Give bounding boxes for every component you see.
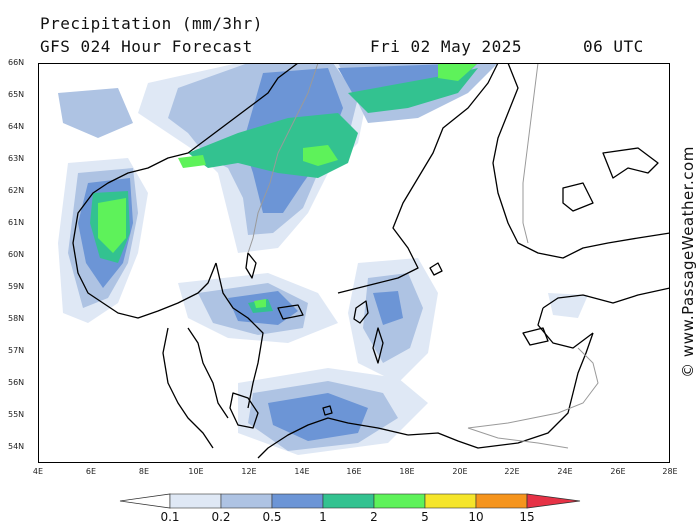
lat-label: 55N bbox=[8, 410, 25, 419]
lon-label: 24E bbox=[557, 467, 573, 476]
precipitation-map bbox=[38, 63, 670, 463]
lon-label: 10E bbox=[188, 467, 204, 476]
lat-label: 58N bbox=[8, 314, 25, 323]
lat-label: 60N bbox=[8, 250, 25, 259]
lat-label: 63N bbox=[8, 154, 25, 163]
map-frame bbox=[38, 63, 670, 463]
lat-label: 66N bbox=[8, 58, 25, 67]
lon-label: 28E bbox=[662, 467, 678, 476]
lat-label: 59N bbox=[8, 282, 25, 291]
lon-label: 12E bbox=[241, 467, 257, 476]
lon-label: 22E bbox=[504, 467, 520, 476]
legend-label: 0.2 bbox=[211, 510, 231, 524]
lon-label: 4E bbox=[32, 467, 44, 476]
lat-label: 61N bbox=[8, 218, 25, 227]
legend-label: 5 bbox=[421, 510, 429, 524]
legend-swatch bbox=[169, 493, 222, 509]
forecast-date: Fri 02 May 2025 bbox=[370, 37, 522, 56]
legend-swatch bbox=[271, 493, 324, 509]
lon-label: 16E bbox=[346, 467, 362, 476]
legend-swatch bbox=[475, 493, 528, 509]
credit-text: © www.PassageWeather.com bbox=[679, 146, 697, 378]
coastlines bbox=[72, 63, 670, 459]
legend-label: 2 bbox=[370, 510, 378, 524]
country-borders bbox=[247, 63, 599, 449]
forecast-time: 06 UTC bbox=[583, 37, 644, 56]
legend-swatch bbox=[373, 493, 426, 509]
lat-label: 62N bbox=[8, 186, 25, 195]
forecast-subtitle: GFS 024 Hour Forecast bbox=[40, 37, 253, 56]
lon-label: 8E bbox=[138, 467, 150, 476]
legend-label: 1 bbox=[319, 510, 327, 524]
legend-label: 15 bbox=[519, 510, 535, 524]
lon-label: 6E bbox=[85, 467, 97, 476]
legend-swatch bbox=[322, 493, 375, 509]
legend-label: 0.5 bbox=[262, 510, 282, 524]
legend-label: 0.1 bbox=[160, 510, 180, 524]
lat-label: 65N bbox=[8, 90, 25, 99]
map-title: Precipitation (mm/3hr) bbox=[40, 14, 263, 33]
legend-min-arrow bbox=[119, 493, 171, 509]
legend-label: 10 bbox=[468, 510, 484, 524]
legend-swatch bbox=[220, 493, 273, 509]
precip-heavy-band bbox=[98, 63, 478, 308]
legend-max-arrow bbox=[526, 493, 581, 509]
lon-label: 18E bbox=[399, 467, 415, 476]
legend-swatch bbox=[424, 493, 477, 509]
lat-label: 56N bbox=[8, 378, 25, 387]
lat-label: 64N bbox=[8, 122, 25, 131]
color-legend bbox=[119, 493, 581, 509]
lat-label: 57N bbox=[8, 346, 25, 355]
lat-label: 54N bbox=[8, 442, 25, 451]
lon-label: 14E bbox=[294, 467, 310, 476]
lon-label: 26E bbox=[610, 467, 626, 476]
lon-label: 20E bbox=[452, 467, 468, 476]
